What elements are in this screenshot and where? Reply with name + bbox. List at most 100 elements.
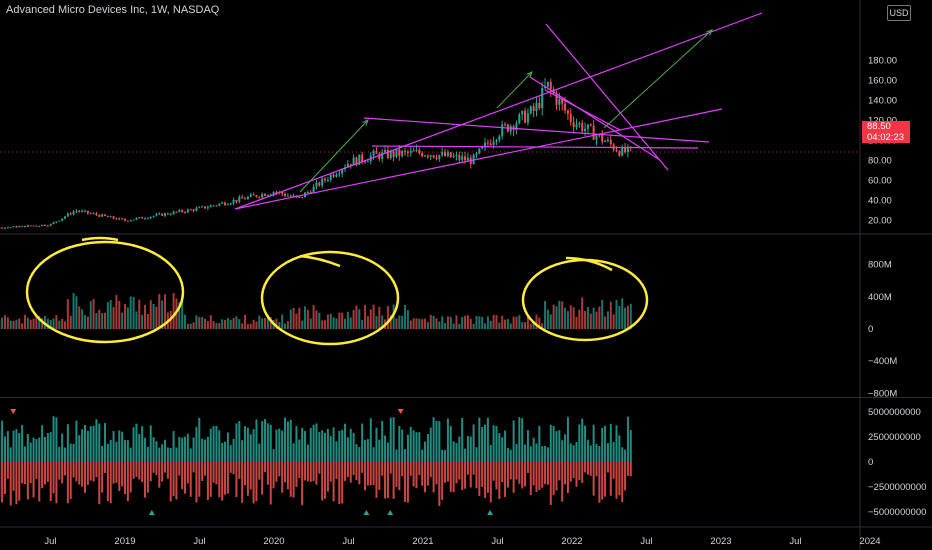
oscillator-down-bar	[115, 462, 118, 483]
oscillator-up-bar	[249, 434, 252, 462]
oscillator-up-bar	[141, 426, 144, 462]
volume-bar	[69, 315, 72, 329]
oscillator-up-bar	[318, 432, 321, 462]
oscillator-down-bar	[329, 462, 332, 482]
oscillator-down-bar	[332, 462, 335, 502]
volume-bar	[264, 318, 267, 329]
volume-bar	[195, 315, 198, 329]
oscillator-up-bar	[266, 423, 269, 462]
volume-bar	[78, 306, 81, 329]
oscillator-down-bar	[378, 462, 381, 490]
oscillator-up-bar	[129, 447, 132, 462]
volume-bar	[512, 316, 515, 329]
trendline	[544, 89, 621, 131]
volume-highlight-ellipse	[260, 250, 400, 346]
volume-bar	[372, 304, 375, 329]
oscillator-up-bar	[578, 424, 581, 462]
volume-bar	[526, 316, 529, 329]
currency-badge[interactable]: USD	[887, 5, 911, 21]
candle-body	[466, 157, 469, 161]
oscillator-up-bar	[209, 428, 212, 462]
oscillator-up-bar	[329, 436, 332, 462]
candle-body	[55, 221, 58, 223]
oscillator-up-bar	[172, 430, 175, 462]
candle-body	[235, 199, 238, 202]
oscillator-down-bar	[141, 462, 144, 483]
oscillator-up-bar	[38, 437, 41, 462]
oscillator-up-bar	[564, 434, 567, 462]
volume-bar	[161, 300, 164, 329]
oscillator-up-bar	[78, 435, 81, 462]
candle-body	[118, 218, 121, 220]
oscillator-up-bar	[326, 428, 329, 462]
volume-bar	[289, 309, 292, 329]
candle-body	[269, 194, 272, 196]
oscillator-down-bar	[524, 462, 527, 487]
oscillator-up-bar	[192, 437, 195, 462]
oscillator-up-bar	[472, 424, 475, 462]
oscillator-down-bar	[589, 462, 592, 476]
volume-bar	[375, 315, 378, 329]
candle-body	[218, 203, 221, 206]
oscillator-down-bar	[584, 462, 587, 473]
volume-bar	[138, 299, 141, 329]
volume-bar	[286, 321, 289, 329]
candle-body	[538, 102, 541, 108]
oscillator-down-bar	[121, 462, 124, 487]
volume-bar	[435, 318, 438, 329]
volume-bar	[352, 309, 355, 329]
oscillator-down-bar	[241, 462, 244, 503]
candle-body	[164, 213, 167, 216]
oscillator-down-bar	[155, 462, 158, 476]
candle-body	[49, 223, 52, 226]
oscillator-down-bar	[555, 462, 558, 491]
oscillator-down-bar	[544, 462, 547, 485]
oscillator-down-bar	[566, 462, 569, 494]
oscillator-up-bar	[106, 443, 109, 462]
candle-body	[132, 219, 135, 221]
oscillator-tick-label: −2500000000	[868, 482, 926, 493]
candle-body	[604, 141, 607, 143]
oscillator-down-bar	[369, 462, 372, 486]
volume-bar	[61, 318, 64, 329]
oscillator-up-bar	[386, 442, 389, 462]
candle-body	[69, 213, 72, 215]
candle-body	[63, 216, 66, 219]
candle-body	[575, 124, 578, 128]
candle-body	[475, 153, 478, 155]
volume-bar	[438, 321, 441, 329]
volume-bar	[349, 317, 352, 329]
candle-body	[298, 196, 301, 198]
candle-body	[158, 213, 161, 215]
candle-body	[121, 218, 124, 220]
candle-body	[178, 210, 181, 212]
candle-body	[52, 222, 55, 224]
candle-body	[321, 178, 324, 186]
oscillator-up-bar	[424, 441, 427, 462]
oscillator-down-bar	[66, 462, 69, 504]
volume-bar	[601, 299, 604, 329]
oscillator-up-bar	[561, 440, 564, 462]
candle-body	[83, 210, 86, 212]
oscillator-up-bar	[541, 446, 544, 462]
volume-bar	[81, 309, 84, 329]
oscillator-up-bar	[29, 442, 32, 462]
oscillator-up-bar	[161, 444, 164, 462]
oscillator-up-bar	[461, 417, 464, 462]
oscillator-up-bar	[572, 445, 575, 462]
oscillator-down-bar	[278, 462, 281, 477]
volume-bar	[103, 312, 106, 329]
volume-bar	[246, 324, 249, 329]
candle-body	[549, 81, 552, 90]
volume-bar	[101, 313, 104, 329]
candle-body	[318, 182, 321, 186]
oscillator-down-bar	[489, 462, 492, 503]
candle-body	[398, 149, 401, 156]
candle-body	[626, 146, 629, 153]
volume-bar	[86, 316, 89, 329]
sell-signal-marker	[10, 409, 17, 414]
oscillator-down-bar	[521, 462, 524, 489]
candle-body	[146, 218, 149, 220]
oscillator-down-bar	[475, 462, 478, 489]
